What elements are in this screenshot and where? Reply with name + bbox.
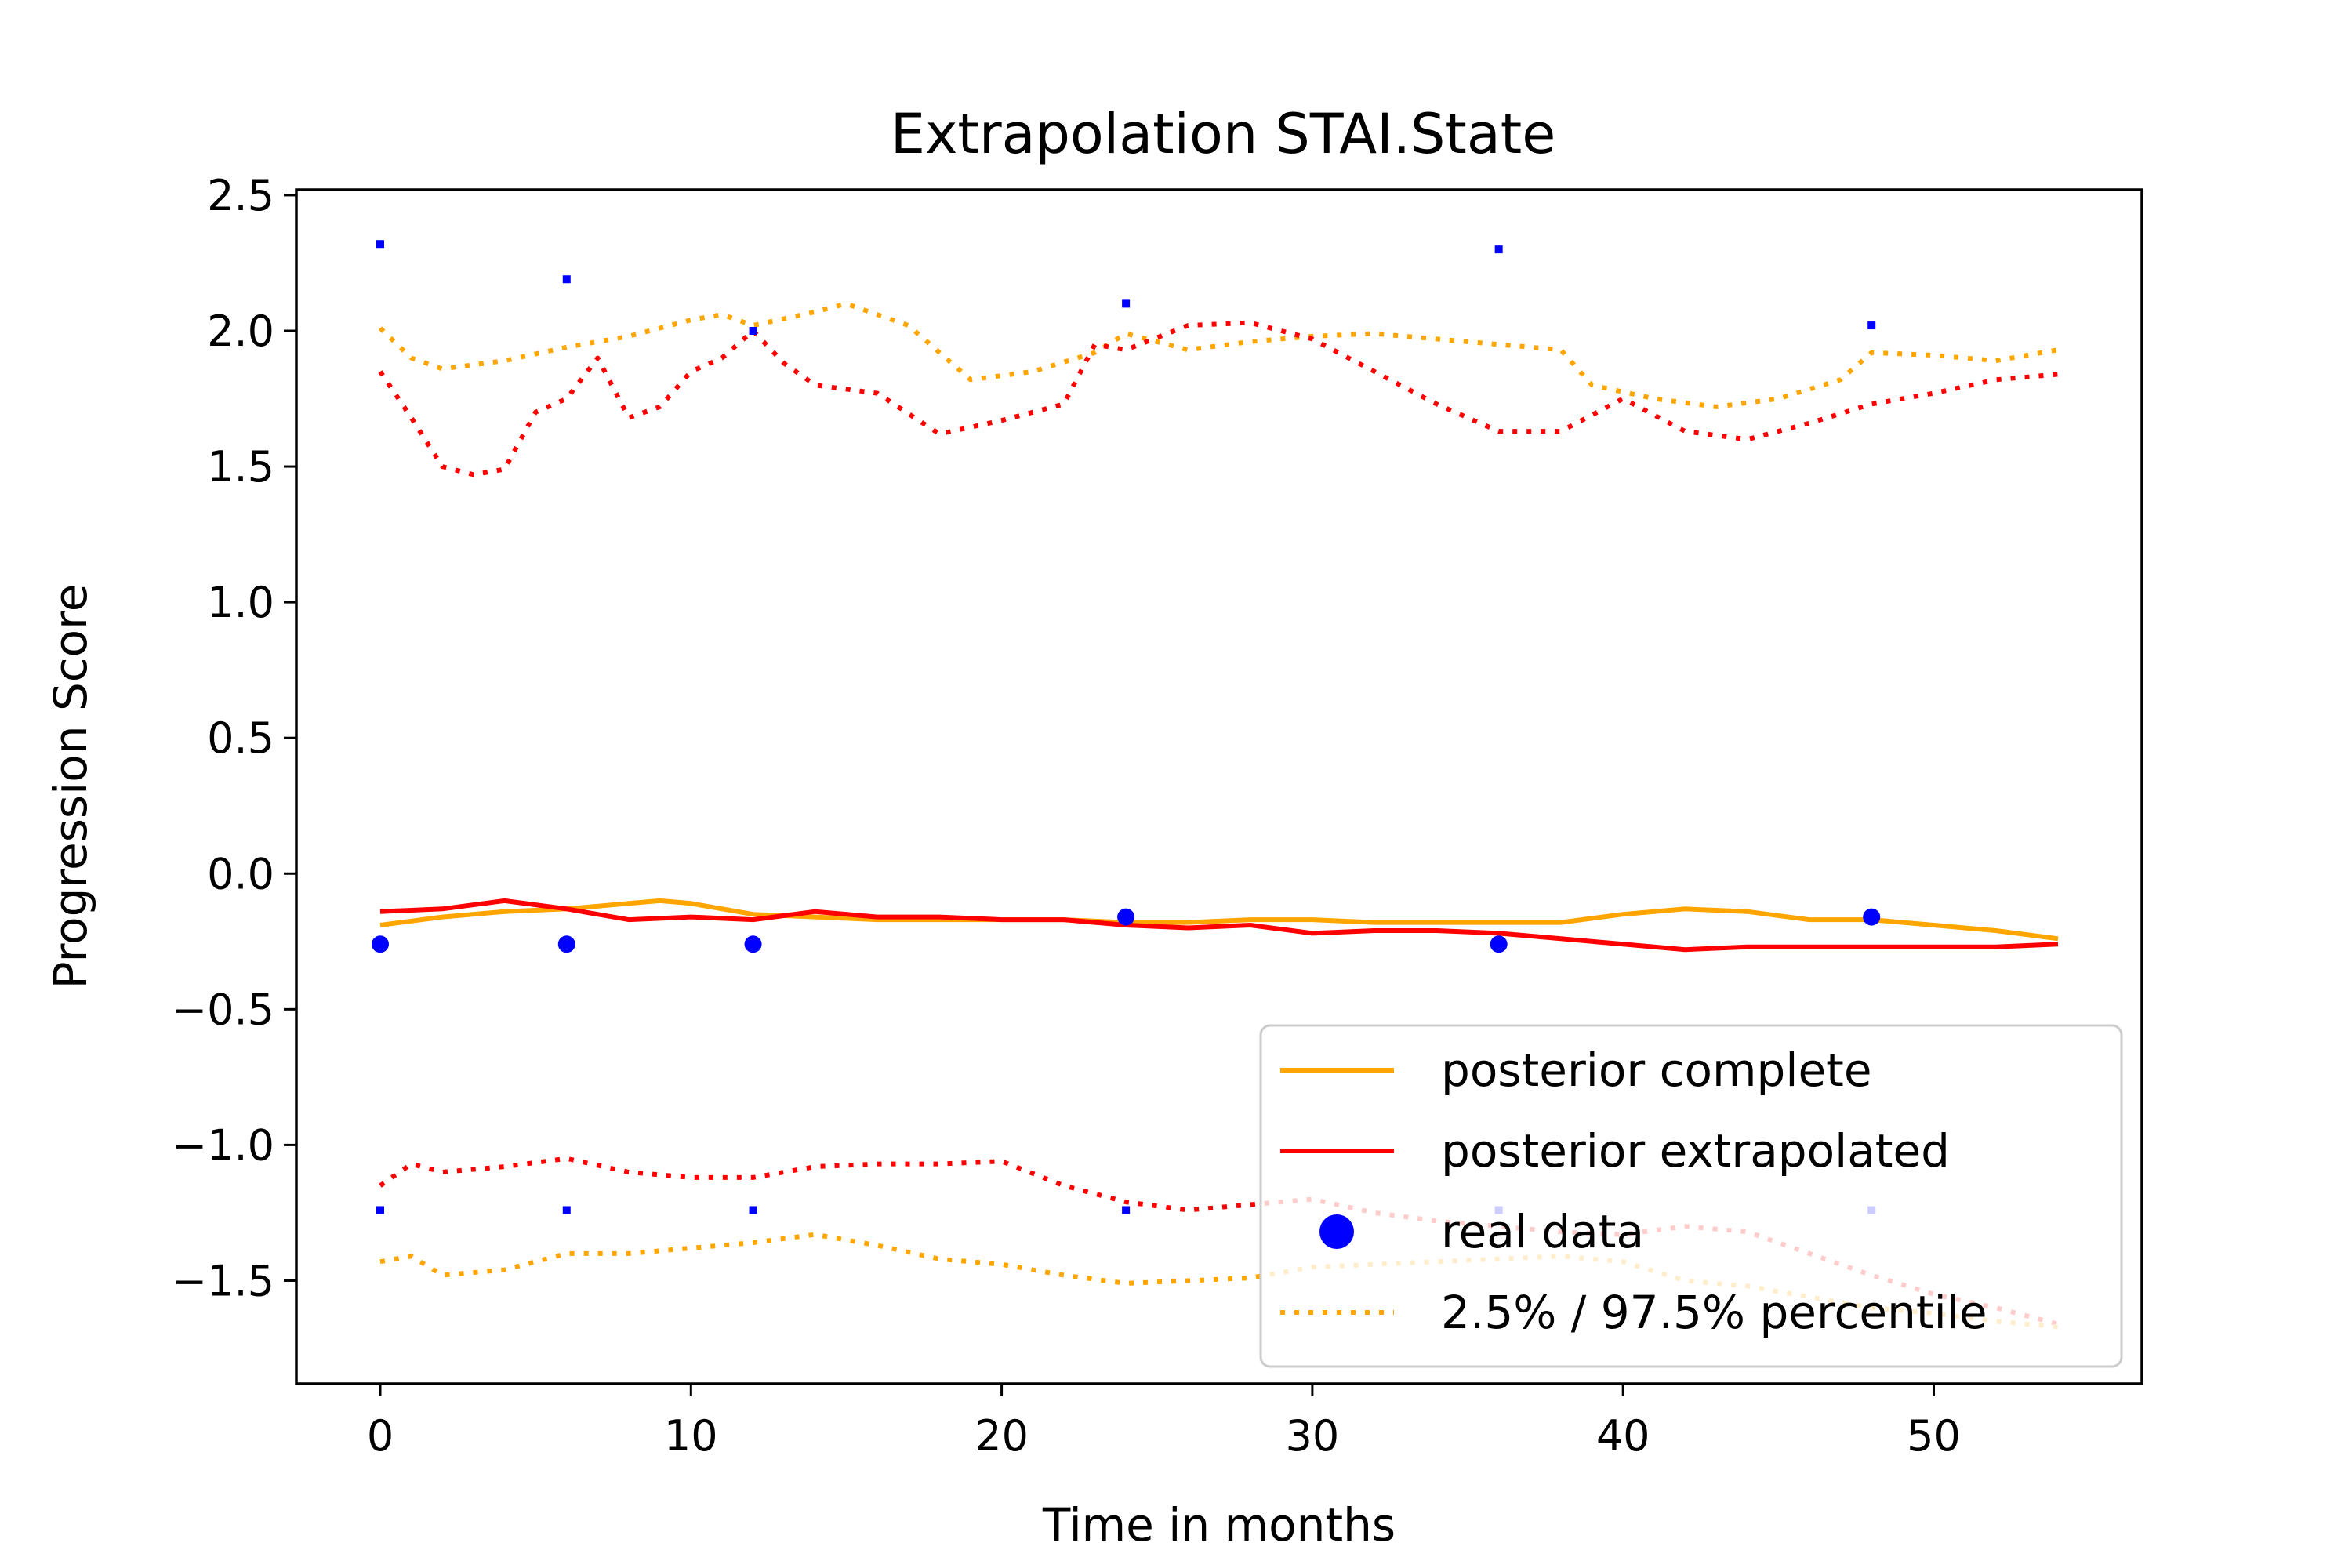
legend-item: real data: [1319, 1205, 1644, 1258]
real-data-point: [1117, 908, 1135, 926]
percentile-marker: [749, 1206, 757, 1214]
x-tick-label: 20: [975, 1411, 1029, 1461]
x-tick-label: 40: [1596, 1411, 1650, 1461]
legend-label: posterior extrapolated: [1441, 1124, 1950, 1178]
real-data-point: [1863, 908, 1881, 926]
y-tick-label: 0.0: [207, 849, 274, 898]
y-axis-label: Progression Score: [44, 584, 97, 989]
percentile-marker: [562, 275, 571, 284]
x-tick-label: 0: [367, 1411, 394, 1461]
real-data-point: [744, 935, 762, 953]
x-tick-label: 10: [664, 1411, 718, 1461]
y-tick-label: 2.0: [207, 307, 274, 356]
y-tick-label: 2.5: [207, 171, 274, 220]
x-axis: 0 10 20 30 40 50: [367, 1384, 1961, 1461]
percentile-marker: [749, 326, 757, 335]
real-data-point: [557, 935, 575, 953]
x-tick-label: 30: [1286, 1411, 1340, 1461]
real-data-point: [1490, 935, 1508, 953]
y-tick-label: −0.5: [172, 985, 274, 1034]
y-tick-label: 0.5: [207, 713, 274, 763]
legend: posterior complete posterior extrapolated…: [1259, 1024, 2123, 1368]
y-tick-label: 1.5: [207, 442, 274, 492]
real-data-point: [372, 935, 389, 953]
percentile-line: [378, 320, 2059, 477]
series-0: [379, 898, 2059, 942]
legend-box: [1259, 1024, 2123, 1368]
percentile-marker: [1494, 245, 1503, 254]
y-tick-label: 1.0: [207, 578, 274, 627]
legend-item: 2.5% / 97.5% percentile: [1280, 1286, 1987, 1339]
y-tick-label: −1.0: [172, 1120, 274, 1170]
legend-item: posterior complete: [1280, 1044, 1872, 1097]
percentile-marker: [1122, 299, 1131, 308]
series-4: [378, 320, 2059, 477]
y-tick-label: −1.5: [172, 1256, 274, 1305]
series-6: [379, 1232, 2059, 1330]
chart-title: Extrapolation STAI.State: [891, 102, 1556, 166]
series-1: [379, 898, 2059, 953]
legend-swatch: [1319, 1214, 1354, 1249]
legend-item: posterior extrapolated: [1280, 1124, 1950, 1178]
legend-label: posterior complete: [1441, 1044, 1872, 1097]
y-axis: −1.5 −1.0 −0.5 0.0 0.5 1.0 1.5 2.0 2.5: [172, 171, 296, 1305]
percentile-line: [379, 1232, 2059, 1330]
percentile-marker: [562, 1206, 571, 1214]
x-axis-label: Time in months: [1042, 1498, 1396, 1552]
series-7: [376, 240, 1876, 335]
series-line: [379, 898, 2059, 953]
legend-label: 2.5% / 97.5% percentile: [1441, 1286, 1987, 1339]
series-2: [372, 908, 1881, 953]
percentile-marker: [376, 1206, 384, 1214]
percentile-marker: [1122, 1206, 1131, 1214]
legend-label: real data: [1441, 1205, 1644, 1258]
percentile-line: [378, 301, 2059, 409]
percentile-marker: [1867, 321, 1876, 330]
x-tick-label: 50: [1907, 1411, 1961, 1461]
series-3: [378, 301, 2059, 409]
plot-frame: [295, 188, 2143, 1385]
percentile-marker: [376, 240, 384, 249]
series-line: [379, 898, 2059, 942]
